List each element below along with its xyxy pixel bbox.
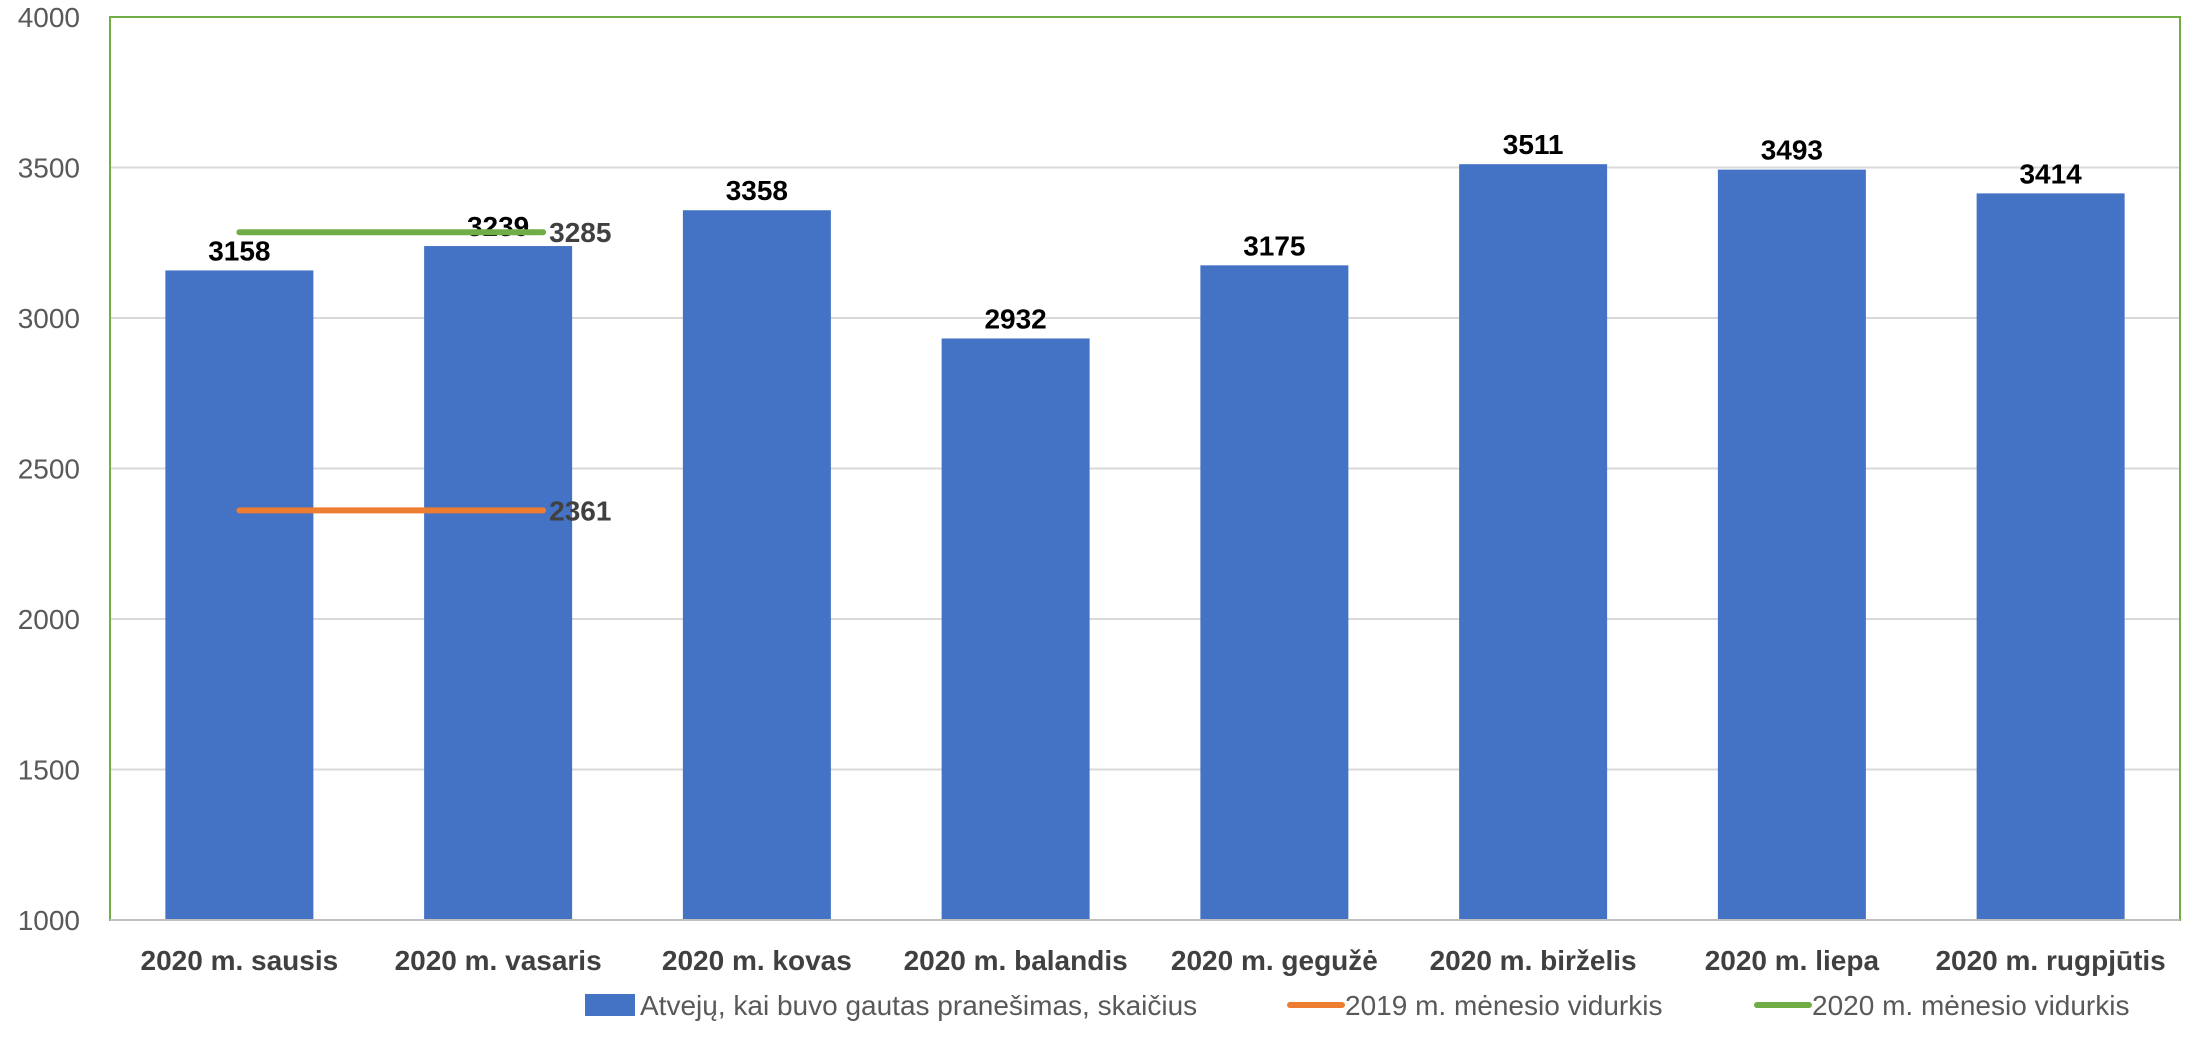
- bar-value-label: 3358: [726, 175, 788, 206]
- bar-8[interactable]: [1976, 193, 2125, 921]
- y-tick-label: 2000: [18, 604, 80, 635]
- bar-7[interactable]: [1717, 169, 1866, 920]
- bar-value-label: 3493: [1761, 135, 1823, 166]
- x-tick-label: 2020 m. birželis: [1430, 945, 1637, 976]
- reference-line-value-label: 2361: [549, 495, 611, 526]
- x-tick-label: 2020 m. vasaris: [395, 945, 602, 976]
- legend-swatch-1[interactable]: [585, 994, 635, 1016]
- y-tick-label: 1000: [18, 905, 80, 936]
- legend-label[interactable]: 2019 m. mėnesio vidurkis: [1345, 990, 1662, 1021]
- reference-line-value-label: 3285: [549, 217, 611, 248]
- x-tick-label: 2020 m. sausis: [141, 945, 339, 976]
- bar-value-label: 3158: [208, 235, 270, 266]
- legend-label[interactable]: Atvejų, kai buvo gautas pranešimas, skai…: [640, 990, 1197, 1021]
- x-tick-label: 2020 m. balandis: [904, 945, 1128, 976]
- y-tick-label: 3500: [18, 153, 80, 184]
- bar-1[interactable]: [165, 270, 314, 920]
- x-tick-label: 2020 m. gegužė: [1171, 945, 1378, 976]
- bar-2[interactable]: [424, 246, 573, 920]
- y-tick-label: 1500: [18, 755, 80, 786]
- bar-value-label: 2932: [984, 303, 1046, 334]
- y-tick-label: 2500: [18, 454, 80, 485]
- bar-value-label: 3175: [1243, 230, 1305, 261]
- legend-label[interactable]: 2020 m. mėnesio vidurkis: [1812, 990, 2129, 1021]
- y-tick-label: 4000: [18, 2, 80, 33]
- bar-3[interactable]: [682, 210, 831, 920]
- bar-value-label: 3511: [1503, 129, 1564, 160]
- bar-4[interactable]: [941, 338, 1090, 920]
- bar-value-label: 3414: [2019, 158, 2082, 189]
- y-tick-label: 3000: [18, 303, 80, 334]
- bar-value-label: 3239: [467, 211, 529, 242]
- x-tick-label: 2020 m. rugpjūtis: [1935, 945, 2165, 976]
- x-tick-label: 2020 m. liepa: [1705, 945, 1880, 976]
- bar-6[interactable]: [1459, 164, 1608, 921]
- bar-5[interactable]: [1200, 265, 1349, 920]
- x-tick-label: 2020 m. kovas: [662, 945, 852, 976]
